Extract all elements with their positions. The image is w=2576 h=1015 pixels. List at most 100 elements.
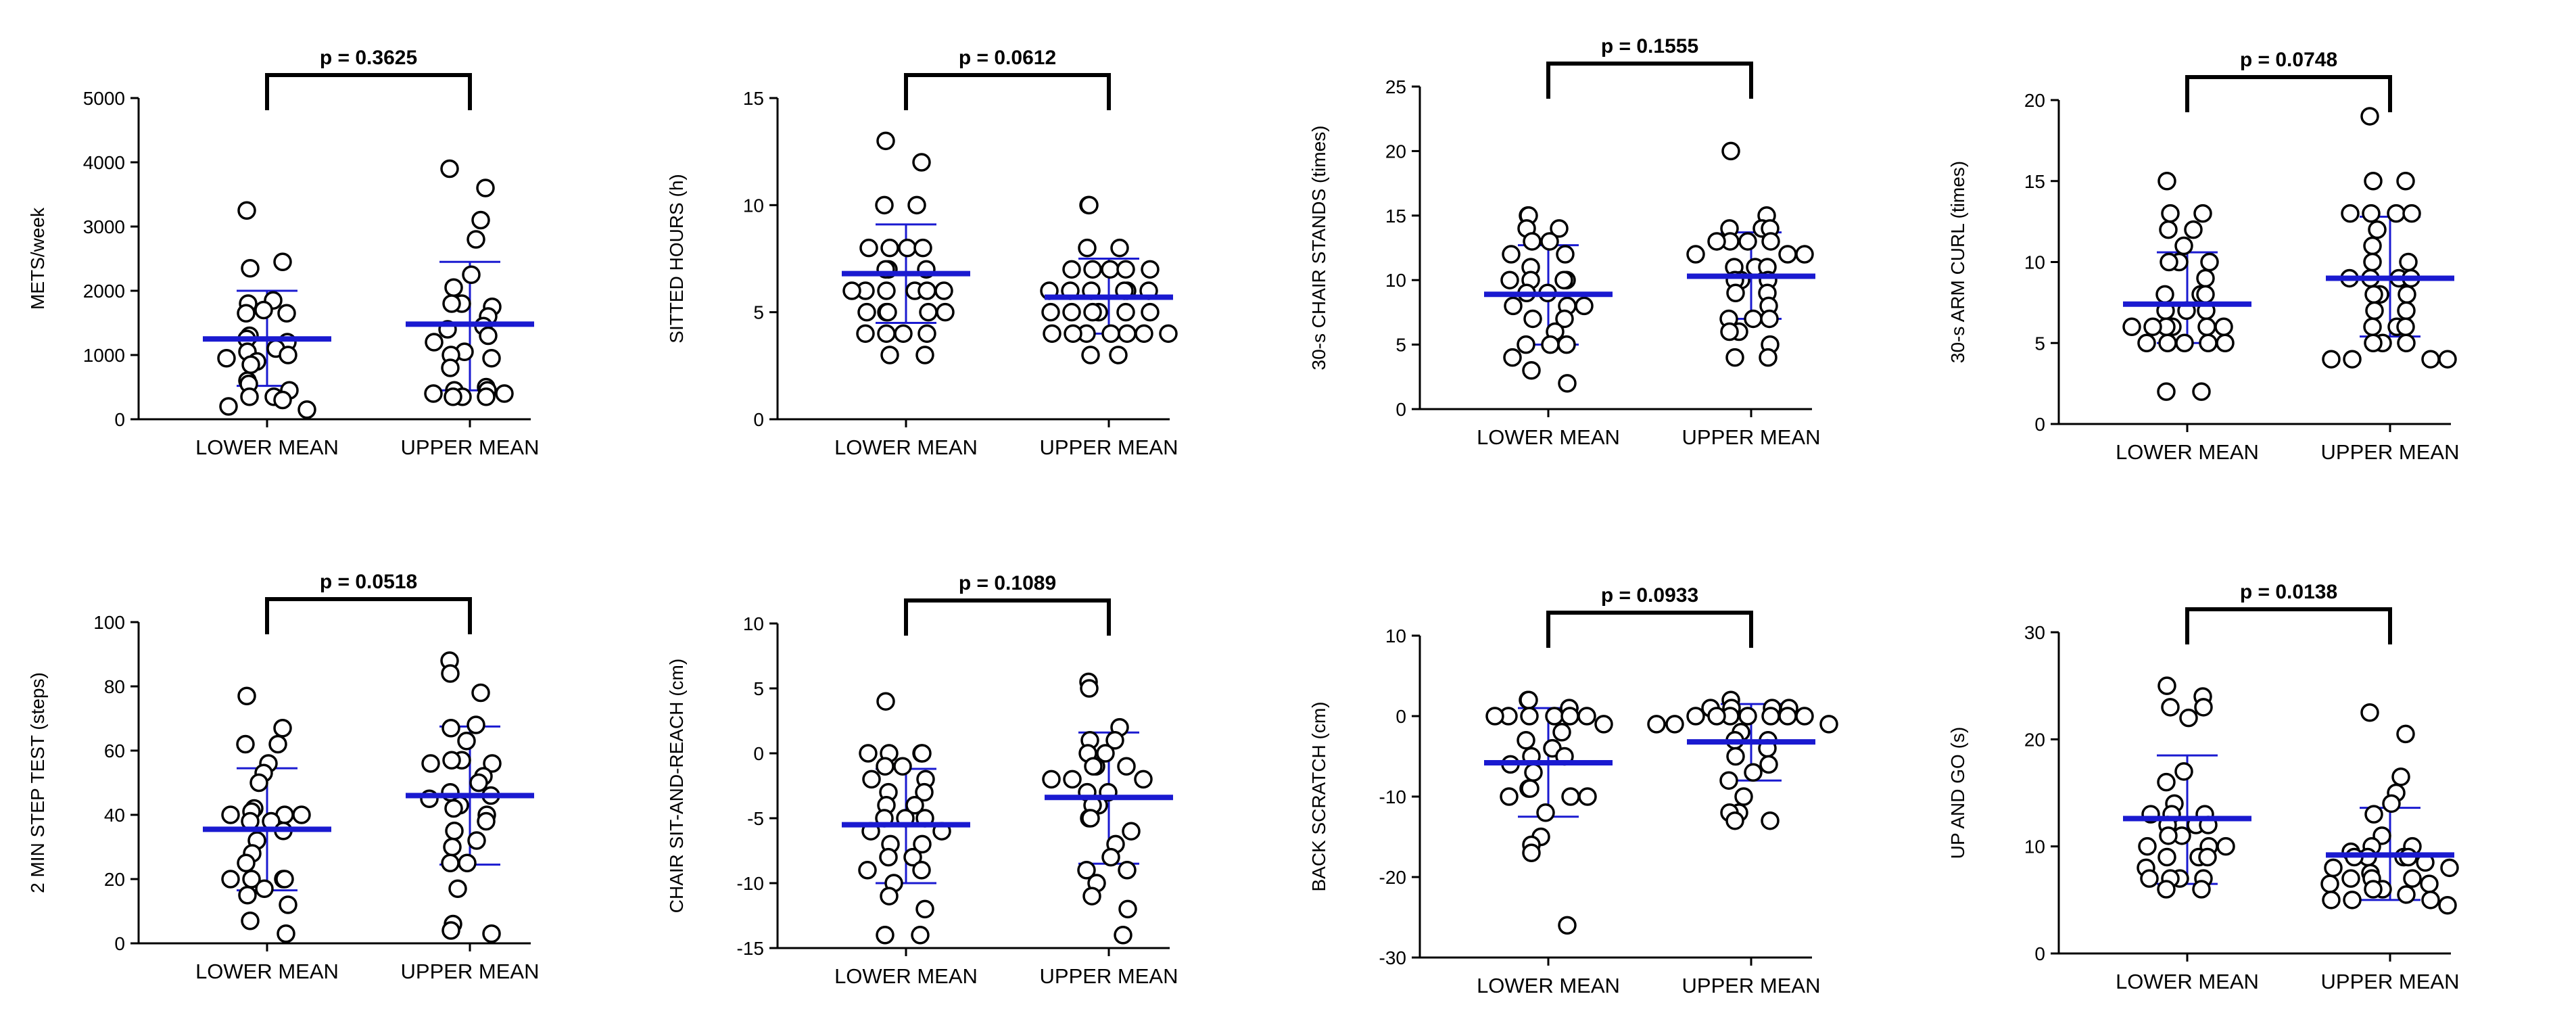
data-point	[445, 822, 464, 841]
y-tick-label: 0	[753, 743, 764, 764]
group-lower-mean	[842, 131, 970, 364]
data-point	[2360, 703, 2379, 722]
data-point	[2364, 172, 2383, 191]
data-point	[297, 400, 316, 419]
y-tick-label: -30	[1379, 947, 1406, 968]
data-point	[1041, 302, 1060, 322]
y-tick-label: 5000	[83, 88, 125, 109]
y-tick-label: 3000	[83, 216, 125, 237]
data-point	[2391, 768, 2410, 786]
data-point	[2364, 880, 2383, 899]
data-point	[1159, 324, 1178, 344]
data-point	[2322, 350, 2341, 369]
x-category-label: LOWER MEAN	[195, 960, 339, 983]
data-point	[1558, 916, 1577, 935]
data-point	[1647, 715, 1666, 734]
data-point	[880, 238, 899, 258]
data-point	[877, 281, 896, 300]
data-point	[1707, 232, 1726, 251]
data-point	[236, 734, 255, 754]
p-value-label: p = 0.0518	[320, 571, 417, 593]
y-tick-label: 10	[2024, 252, 2045, 273]
x-category-label: LOWER MEAN	[1477, 425, 1620, 449]
data-point	[1504, 296, 1523, 316]
data-point	[1080, 195, 1099, 215]
data-point	[1778, 245, 1797, 264]
p-value-label: p = 0.1089	[959, 572, 1056, 594]
data-point	[483, 754, 502, 773]
significance-bracket	[265, 597, 472, 634]
data-point	[2196, 285, 2215, 304]
data-point	[495, 384, 514, 403]
data-point	[1795, 245, 1814, 264]
data-point	[2184, 220, 2203, 239]
significance-bracket	[2185, 607, 2392, 644]
data-point	[424, 384, 443, 403]
data-point	[2324, 858, 2343, 878]
y-tick-label: 40	[104, 805, 125, 826]
y-tick-label: 20	[2024, 729, 2045, 750]
data-point	[476, 179, 495, 197]
data-point	[858, 861, 877, 880]
data-point	[1118, 899, 1137, 919]
y-axis-label: 30-s CHAIR STANDS (times)	[1308, 126, 1329, 371]
data-point	[425, 333, 444, 352]
data-point	[878, 302, 897, 322]
data-point	[1557, 335, 1576, 354]
p-value-label: p = 0.3625	[320, 47, 417, 69]
data-point	[1560, 707, 1579, 726]
data-point	[913, 744, 932, 763]
data-point	[2343, 891, 2362, 910]
data-point	[876, 131, 895, 151]
x-category-label: LOWER MEAN	[2116, 970, 2259, 993]
data-point	[1116, 260, 1135, 279]
data-point	[1726, 283, 1745, 303]
significance-bracket	[265, 73, 472, 110]
x-category-label: LOWER MEAN	[834, 435, 978, 459]
group-lower-mean	[1484, 690, 1613, 935]
p-value-label: p = 0.0748	[2240, 49, 2337, 71]
data-point	[2138, 836, 2157, 856]
data-point	[442, 751, 461, 770]
data-point	[2192, 880, 2211, 899]
data-point	[443, 837, 462, 857]
data-point	[273, 390, 292, 410]
data-point	[2193, 204, 2212, 223]
x-category-label: UPPER MEAN	[2321, 440, 2460, 464]
y-axis-label: SITTED HOURS (h)	[666, 174, 687, 343]
data-point	[2159, 220, 2178, 239]
data-point	[1524, 763, 1543, 782]
data-point	[859, 744, 878, 763]
data-point	[2341, 869, 2360, 888]
data-point	[2200, 252, 2219, 272]
data-point	[1083, 302, 1102, 322]
data-point	[221, 870, 240, 889]
data-point	[2192, 382, 2211, 401]
data-point	[1721, 141, 1740, 161]
data-point	[1550, 219, 1569, 238]
data-point	[2397, 885, 2416, 904]
data-point	[2194, 698, 2213, 717]
data-point	[421, 754, 440, 773]
y-tick-label: 0	[2034, 414, 2045, 435]
data-point	[1500, 787, 1519, 806]
data-point	[2197, 317, 2216, 337]
data-point	[1594, 715, 1613, 734]
data-point	[917, 324, 936, 344]
data-point	[444, 799, 463, 818]
y-tick-label: 100	[93, 612, 125, 633]
data-point	[1096, 744, 1115, 763]
data-point	[2158, 333, 2177, 352]
data-point	[2140, 869, 2159, 888]
data-point	[2440, 858, 2459, 878]
data-point	[1578, 787, 1597, 806]
x-category-label: UPPER MEAN	[1682, 974, 1821, 997]
data-point	[1720, 322, 1739, 341]
y-tick-label: 20	[1385, 141, 1406, 162]
y-tick-label: 10	[743, 613, 764, 634]
data-point	[2343, 350, 2362, 369]
data-point	[2160, 252, 2178, 272]
data-point	[880, 346, 899, 364]
data-point	[1502, 245, 1521, 264]
